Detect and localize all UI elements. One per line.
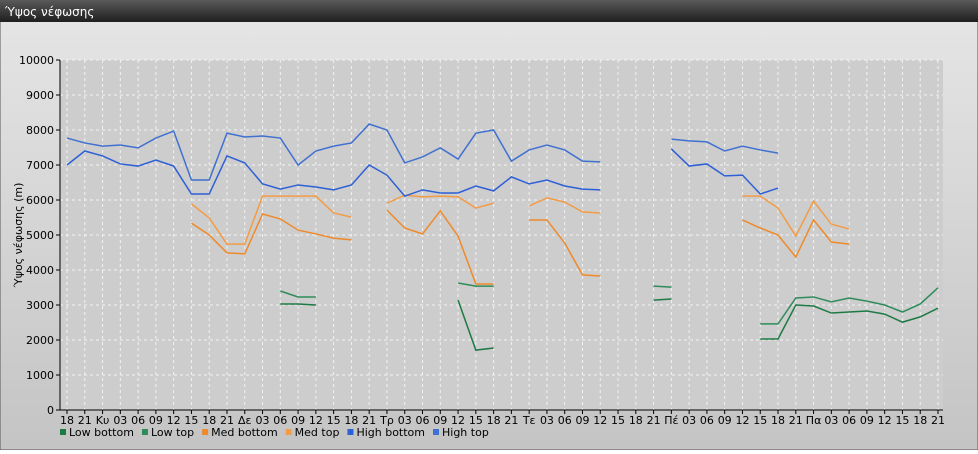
y-tick-label: 1000 xyxy=(26,369,54,382)
y-axis-title: Ύψος νέφωσης (m) xyxy=(12,183,25,289)
x-tick-label: 09 xyxy=(291,414,305,427)
x-tick-label: 15 xyxy=(184,414,198,427)
x-tick-label: 12 xyxy=(735,414,749,427)
y-tick-label: 9000 xyxy=(26,89,54,102)
x-tick-label: 12 xyxy=(593,414,607,427)
series-line xyxy=(190,194,850,245)
x-tick-label: 21 xyxy=(504,414,518,427)
x-tick-label: 06 xyxy=(416,414,430,427)
y-tick-label: 8000 xyxy=(26,124,54,137)
x-tick-label: 06 xyxy=(273,414,287,427)
x-tick-label: 18 xyxy=(629,414,643,427)
legend-swatch xyxy=(433,429,439,435)
x-tick-label: 09 xyxy=(718,414,732,427)
y-tick-label: 6000 xyxy=(26,194,54,207)
x-tick-label: 03 xyxy=(824,414,838,427)
series-line xyxy=(191,209,850,285)
x-tick-label: 12 xyxy=(167,414,181,427)
series-line xyxy=(66,123,779,181)
x-tick-label: 09 xyxy=(575,414,589,427)
y-tick-label: 5000 xyxy=(26,229,54,242)
legend-swatch xyxy=(347,429,354,435)
legend-swatch xyxy=(285,429,292,435)
x-tick-label: 18 xyxy=(487,414,501,427)
legend-label: Low bottom xyxy=(69,426,134,439)
y-tick-label: 10000 xyxy=(19,54,54,67)
legend-swatch xyxy=(60,429,66,435)
x-tick-label: 03 xyxy=(682,414,696,427)
x-tick-label: 15 xyxy=(469,414,483,427)
x-tick-label: Τρ xyxy=(379,414,394,427)
x-tick-label: 18 xyxy=(202,414,216,427)
x-tick-label: 12 xyxy=(451,414,465,427)
legend-swatch xyxy=(141,429,148,435)
x-tick-label: 09 xyxy=(860,414,874,427)
x-tick-label: 15 xyxy=(327,414,341,427)
x-tick-label: 15 xyxy=(753,414,767,427)
x-tick-label: 18 xyxy=(913,414,927,427)
x-tick-label: 06 xyxy=(700,414,714,427)
x-tick-label: 18 xyxy=(60,414,74,427)
series-line xyxy=(280,282,939,325)
y-tick-label: 4000 xyxy=(26,264,54,277)
x-tick-label: 03 xyxy=(540,414,554,427)
x-tick-label: Πα xyxy=(806,414,822,427)
x-tick-label: 09 xyxy=(433,414,447,427)
x-tick-label: Τε xyxy=(522,414,536,427)
legend-label: Low top xyxy=(151,426,194,439)
x-tick-label: 12 xyxy=(309,414,323,427)
y-tick-label: 7000 xyxy=(26,159,54,172)
x-tick-label: 15 xyxy=(895,414,909,427)
x-tick-label: 21 xyxy=(647,414,661,427)
series-line xyxy=(280,298,939,351)
y-tick-label: 2000 xyxy=(26,334,54,347)
x-tick-label: 06 xyxy=(558,414,572,427)
x-tick-label: 06 xyxy=(131,414,145,427)
x-tick-label: Κυ xyxy=(96,414,110,427)
series-line xyxy=(66,148,779,198)
x-tick-label: 18 xyxy=(771,414,785,427)
legend-label: High bottom xyxy=(356,426,425,439)
x-tick-label: Δε xyxy=(238,414,252,427)
x-tick-label: 18 xyxy=(344,414,358,427)
x-tick-label: 03 xyxy=(256,414,270,427)
x-tick-label: 21 xyxy=(362,414,376,427)
window-title: Ύψος νέφωσης xyxy=(4,5,94,19)
x-tick-label: 12 xyxy=(878,414,892,427)
x-tick-label: 15 xyxy=(611,414,625,427)
y-tick-label: 3000 xyxy=(26,299,54,312)
x-tick-label: 21 xyxy=(78,414,92,427)
legend-label: Med bottom xyxy=(211,426,278,439)
x-tick-label: 09 xyxy=(149,414,163,427)
x-tick-label: 21 xyxy=(220,414,234,427)
legend-swatch xyxy=(202,429,209,435)
x-tick-label: 03 xyxy=(113,414,127,427)
x-tick-label: 06 xyxy=(842,414,856,427)
legend-label: High top xyxy=(442,426,489,439)
x-tick-label: Πέ xyxy=(664,414,678,427)
x-tick-label: 21 xyxy=(931,414,945,427)
title-bar xyxy=(0,0,978,22)
x-tick-label: 03 xyxy=(398,414,412,427)
x-tick-label: 21 xyxy=(789,414,803,427)
y-tick-label: 0 xyxy=(47,404,54,417)
legend-label: Med top xyxy=(295,426,340,439)
